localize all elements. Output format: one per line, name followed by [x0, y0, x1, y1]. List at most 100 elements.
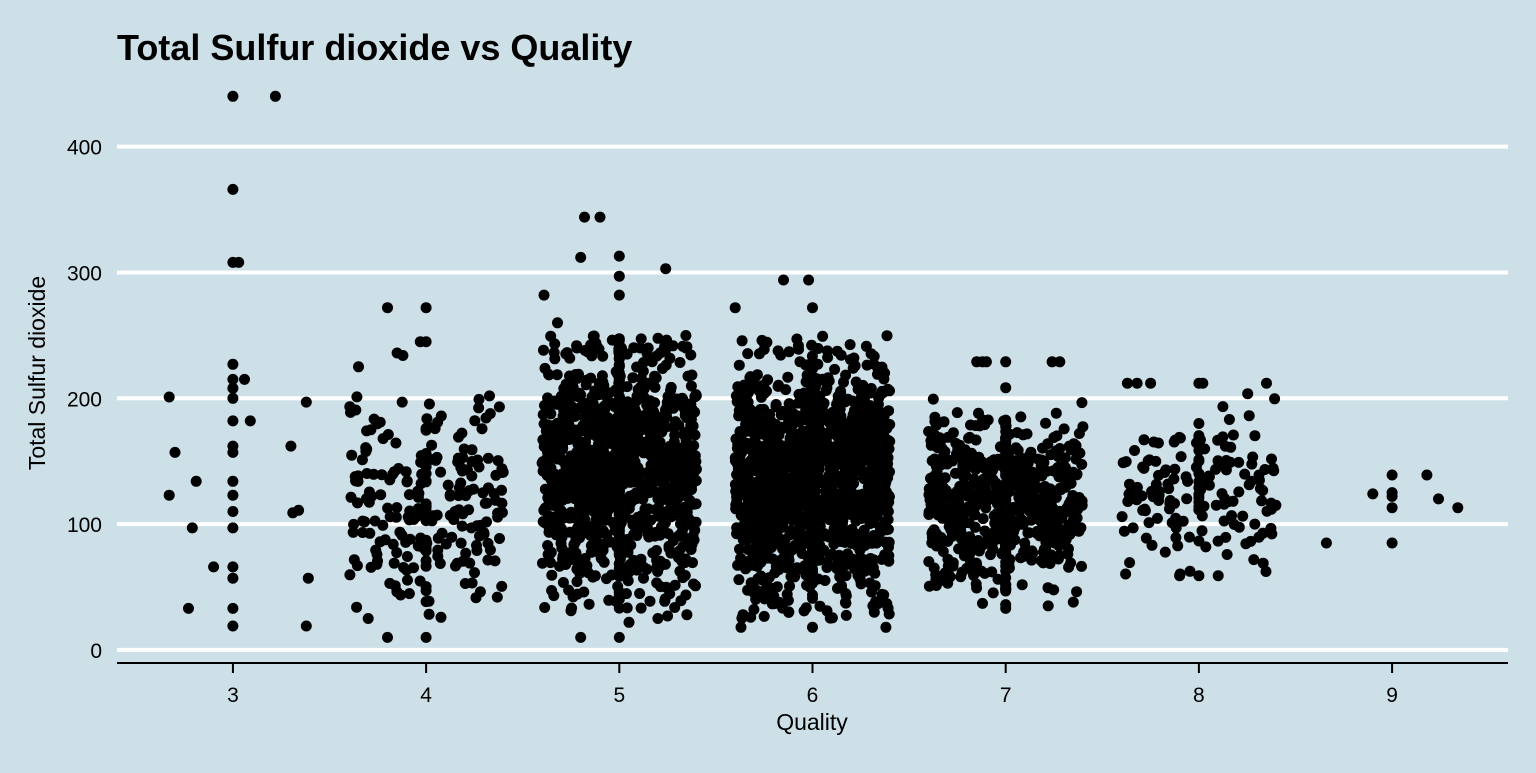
data-point-140 — [346, 449, 358, 461]
data-point-24 — [227, 522, 239, 534]
data-point-3662 — [1159, 546, 1171, 558]
data-point-3838 — [1386, 502, 1398, 514]
data-point-2780 — [798, 605, 810, 617]
data-point-2827 — [816, 409, 828, 421]
data-point-2111 — [733, 359, 745, 371]
data-point-3758 — [1266, 453, 1277, 465]
data-point-221 — [372, 555, 383, 567]
data-point-67 — [390, 437, 402, 449]
data-point-1350 — [547, 511, 559, 523]
data-point-3437 — [971, 559, 983, 571]
data-point-2832 — [756, 511, 768, 523]
data-point-3440 — [1042, 524, 1054, 536]
data-point-0 — [227, 90, 239, 102]
data-point-3773 — [1146, 485, 1158, 497]
data-point-1391 — [565, 427, 577, 439]
data-point-3796 — [575, 631, 587, 643]
data-point-1 — [269, 90, 281, 102]
data-point-36 — [435, 611, 447, 623]
data-point-2880 — [835, 457, 847, 469]
data-point-1461 — [571, 510, 582, 522]
data-point-260 — [459, 578, 471, 589]
data-point-1112 — [598, 556, 610, 568]
data-point-2958 — [809, 434, 821, 446]
data-point-2957 — [799, 471, 811, 482]
data-point-2924 — [807, 466, 819, 478]
data-point-3702 — [1220, 531, 1232, 543]
data-point-1447 — [618, 497, 630, 509]
data-point-3571 — [978, 473, 990, 485]
data-point-3800 — [681, 609, 693, 621]
data-point-2840 — [831, 345, 843, 357]
data-point-2814 — [819, 530, 831, 542]
data-point-1348 — [570, 547, 582, 559]
data-point-3829 — [1261, 377, 1272, 389]
data-point-11 — [227, 415, 239, 427]
data-point-2730 — [818, 499, 830, 511]
data-point-3004 — [1076, 397, 1088, 409]
data-point-264 — [361, 468, 373, 479]
data-point-3522 — [1071, 586, 1083, 598]
data-point-1428 — [662, 490, 674, 502]
data-point-1459 — [613, 586, 625, 598]
data-point-32 — [300, 620, 312, 632]
data-point-3564 — [934, 538, 946, 550]
data-point-2809 — [834, 427, 846, 439]
data-point-3701 — [1217, 401, 1229, 413]
data-points — [163, 90, 1464, 643]
data-point-1452 — [555, 475, 567, 487]
data-point-1783 — [782, 371, 794, 383]
data-point-3768 — [1170, 522, 1182, 534]
data-point-3731 — [1203, 470, 1215, 482]
data-point-2960 — [742, 418, 753, 430]
data-point-1379 — [559, 553, 571, 565]
data-point-3626 — [1233, 456, 1245, 468]
data-point-3736 — [1268, 465, 1280, 477]
data-point-3689 — [1138, 434, 1150, 446]
data-point-33 — [300, 396, 312, 408]
data-point-3361 — [1076, 458, 1088, 470]
data-point-3842 — [1452, 502, 1464, 514]
data-point-76 — [391, 547, 403, 559]
data-point-3824 — [1121, 377, 1133, 389]
data-point-3737 — [1183, 531, 1195, 543]
data-point-1060 — [631, 530, 643, 542]
data-point-136 — [471, 545, 483, 556]
data-point-3762 — [1124, 557, 1136, 569]
data-point-2881 — [810, 505, 821, 517]
data-point-3835 — [1386, 469, 1398, 481]
data-point-3732 — [1193, 454, 1205, 466]
data-point-13 — [169, 446, 181, 458]
data-point-102 — [400, 466, 412, 478]
data-point-3767 — [1199, 443, 1211, 455]
data-point-256 — [492, 507, 504, 519]
data-point-1398 — [594, 509, 606, 521]
data-point-112 — [481, 516, 492, 528]
data-point-610 — [669, 579, 681, 591]
data-point-1464 — [570, 535, 582, 547]
data-point-1340 — [626, 514, 638, 526]
data-point-48 — [375, 489, 387, 501]
data-point-3220 — [1076, 560, 1087, 572]
data-point-1436 — [613, 360, 625, 372]
data-point-1805 — [883, 608, 895, 620]
data-point-1132 — [557, 577, 569, 588]
data-point-113 — [356, 454, 368, 466]
data-point-1187 — [580, 410, 592, 422]
data-point-3826 — [1145, 377, 1157, 389]
data-point-3372 — [979, 525, 991, 537]
data-point-3766 — [1191, 437, 1202, 449]
data-point-3556 — [969, 459, 980, 470]
data-point-3499 — [1067, 466, 1079, 478]
data-point-3680 — [1140, 532, 1152, 544]
data-point-3747 — [1256, 495, 1268, 507]
data-point-2313 — [819, 575, 831, 586]
data-point-3805 — [807, 621, 818, 633]
data-point-3479 — [925, 488, 937, 500]
data-point-1427 — [592, 519, 604, 531]
data-point-3696 — [1233, 486, 1245, 498]
data-point-1020 — [571, 340, 583, 352]
data-point-3786 — [579, 211, 590, 223]
data-point-3692 — [1218, 515, 1230, 527]
